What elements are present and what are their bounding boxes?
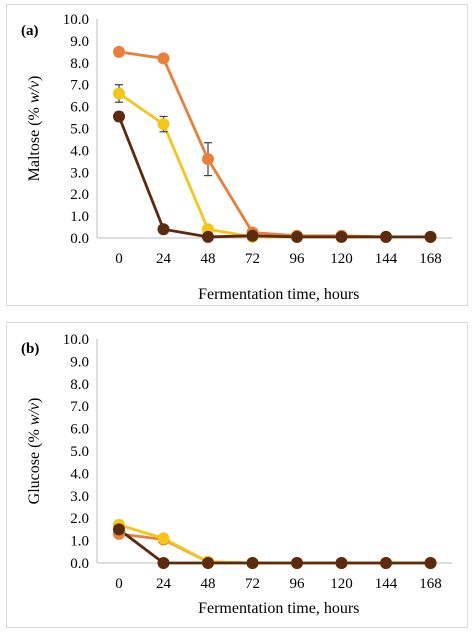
x-tick-label: 168 (419, 251, 442, 267)
panel-label: (b) (21, 341, 39, 357)
x-axis-title: Fermentation time, hours (198, 600, 359, 617)
data-point (424, 557, 437, 569)
x-tick-label: 120 (330, 251, 353, 267)
data-point (291, 230, 303, 243)
y-tick-label: 10.0 (63, 332, 89, 348)
data-point (380, 230, 392, 243)
data-point (113, 110, 125, 123)
x-tick-label: 144 (375, 251, 398, 267)
y-tick-label: 6.0 (70, 100, 89, 116)
y-tick-label: 5.0 (70, 122, 89, 138)
y-tick-label: 4.0 (70, 143, 89, 159)
data-point (113, 45, 125, 58)
data-point (202, 230, 214, 243)
data-point (157, 223, 170, 236)
glucose-chart: (b) 0.0 1.0 2.0 3.0 4.0 5.0 6.0 7.0 8.0 9.0 10.0 0 24… (21, 332, 453, 617)
series-line (117, 115, 431, 239)
data-point (113, 87, 125, 100)
y-tick-label: 7.0 (70, 78, 89, 94)
x-tick-label: 0 (115, 251, 123, 267)
x-tick-label: 72 (245, 576, 260, 592)
y-tick-label: 6.0 (70, 422, 89, 438)
y-axis-title: Glucose (% w/v) (26, 398, 43, 505)
maltose-chart: (a) 0.0 1.0 2.0 3.0 4.0 5.0 6.0 7.0 8.0 9.0 10.0 0 24… (21, 12, 453, 303)
data-point (291, 557, 303, 569)
y-tick-label: 9.0 (70, 34, 89, 50)
data-point (380, 557, 392, 569)
data-point (246, 229, 259, 242)
y-tick-label: 8.0 (70, 377, 89, 393)
data-point (335, 230, 348, 243)
data-point (157, 118, 170, 131)
data-point (202, 557, 214, 569)
data-point (157, 557, 170, 569)
data-point (424, 230, 437, 243)
x-tick-label: 96 (290, 576, 306, 592)
x-tick-label: 72 (245, 251, 260, 267)
data-point (113, 523, 125, 536)
x-axis-title: Fermentation time, hours (198, 286, 359, 303)
data-point (335, 557, 348, 569)
x-tick-label: 48 (201, 251, 216, 267)
x-tick-label: 0 (115, 576, 123, 592)
x-tick-label: 168 (419, 576, 442, 592)
y-tick-label: 1.0 (70, 534, 89, 550)
y-tick-label: 4.0 (70, 466, 89, 482)
x-tick-label: 120 (330, 576, 353, 592)
y-tick-label: 5.0 (70, 444, 89, 460)
y-tick-label: 1.0 (70, 209, 89, 225)
x-tick-label: 24 (156, 251, 172, 267)
x-tick-label: 24 (156, 576, 172, 592)
y-tick-label: 10.0 (63, 12, 89, 28)
x-tick-label: 144 (375, 576, 398, 592)
y-tick-label: 7.0 (70, 399, 89, 415)
y-tick-label: 8.0 (70, 56, 89, 72)
y-tick-label: 2.0 (70, 511, 89, 527)
data-point (157, 532, 170, 545)
series-line (118, 92, 431, 239)
data-point (157, 52, 170, 65)
maltose-chart-panel: (a) 0.0 1.0 2.0 3.0 4.0 5.0 6.0 7.0 8.0 9.0 10.0 0 24… (6, 4, 468, 306)
data-point (246, 557, 259, 569)
y-tick-label: 0.0 (70, 231, 89, 247)
series-line (118, 50, 431, 239)
x-tick-label: 48 (201, 576, 216, 592)
y-tick-label: 9.0 (70, 354, 89, 370)
y-axis-title: Maltose (% w/v) (26, 76, 43, 182)
glucose-chart-panel: (b) 0.0 1.0 2.0 3.0 4.0 5.0 6.0 7.0 8.0 9.0 10.0 0 24… (6, 322, 468, 628)
y-tick-label: 3.0 (70, 165, 89, 181)
y-tick-label: 3.0 (70, 489, 89, 505)
panel-label: (a) (21, 23, 39, 39)
x-tick-label: 96 (290, 251, 306, 267)
data-point (202, 153, 214, 166)
y-tick-label: 0.0 (70, 556, 89, 572)
series-line (118, 528, 431, 565)
y-tick-label: 2.0 (70, 187, 89, 203)
